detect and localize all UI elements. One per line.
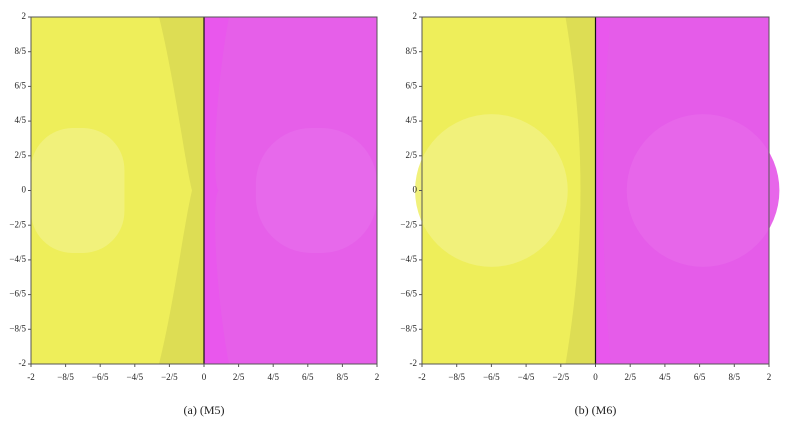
- x-tick-label: −2/5: [161, 372, 178, 382]
- y-tick-label: 2/5: [405, 150, 417, 160]
- y-tick-label: −8/5: [400, 323, 417, 333]
- caption: (a) (M5): [184, 403, 225, 417]
- x-tick-label: 2/5: [233, 372, 245, 382]
- x-tick-label: 0: [593, 372, 598, 382]
- x-tick-label: −4/5: [518, 372, 535, 382]
- y-tick-label: -2: [410, 358, 418, 368]
- y-tick-label: −2/5: [400, 219, 417, 229]
- basin-left-core: [415, 114, 568, 267]
- x-tick-label: −8/5: [57, 372, 74, 382]
- x-tick-label: 2: [767, 372, 772, 382]
- y-tick-label: −4/5: [400, 254, 417, 264]
- y-tick-label: −2/5: [9, 219, 26, 229]
- y-tick-label: −4/5: [9, 254, 26, 264]
- x-tick-label: 6/5: [694, 372, 706, 382]
- x-tick-label: −2/5: [553, 372, 570, 382]
- y-tick-label: 4/5: [14, 115, 26, 125]
- y-tick-label: 0: [413, 185, 418, 195]
- plot: [415, 16, 780, 365]
- x-tick-label: 0: [202, 372, 207, 382]
- y-tick-label: 6/5: [405, 80, 417, 90]
- caption: (b) (M6): [575, 403, 617, 417]
- y-tick-label: −6/5: [400, 289, 417, 299]
- x-tick-label: 6/5: [302, 372, 314, 382]
- y-tick-label: 2: [413, 11, 418, 21]
- x-tick-label: 4/5: [659, 372, 671, 382]
- x-tick-label: 8/5: [337, 372, 349, 382]
- x-tick-label: 8/5: [729, 372, 741, 382]
- basin-right-core: [626, 114, 780, 267]
- y-tick-label: 2/5: [14, 150, 26, 160]
- x-tick-label: −4/5: [127, 372, 144, 382]
- y-tick-label: −6/5: [9, 289, 26, 299]
- x-tick-label: −6/5: [483, 372, 500, 382]
- y-tick-label: -2: [19, 358, 27, 368]
- x-tick-label: -2: [418, 372, 426, 382]
- y-tick-label: 0: [22, 185, 27, 195]
- x-tick-label: −8/5: [448, 372, 465, 382]
- y-tick-label: −8/5: [9, 323, 26, 333]
- y-tick-label: 8/5: [14, 46, 26, 56]
- y-tick-label: 4/5: [405, 115, 417, 125]
- basin-left-core: [31, 128, 125, 253]
- y-tick-label: 2: [22, 11, 27, 21]
- x-tick-label: -2: [27, 372, 35, 382]
- y-tick-label: 8/5: [405, 46, 417, 56]
- basin-right-core: [255, 128, 377, 253]
- x-tick-label: 2/5: [624, 372, 636, 382]
- plot: [30, 16, 378, 365]
- x-tick-label: −6/5: [92, 372, 109, 382]
- y-tick-label: 6/5: [14, 80, 26, 90]
- x-tick-label: 2: [375, 372, 380, 382]
- x-tick-label: 4/5: [267, 372, 279, 382]
